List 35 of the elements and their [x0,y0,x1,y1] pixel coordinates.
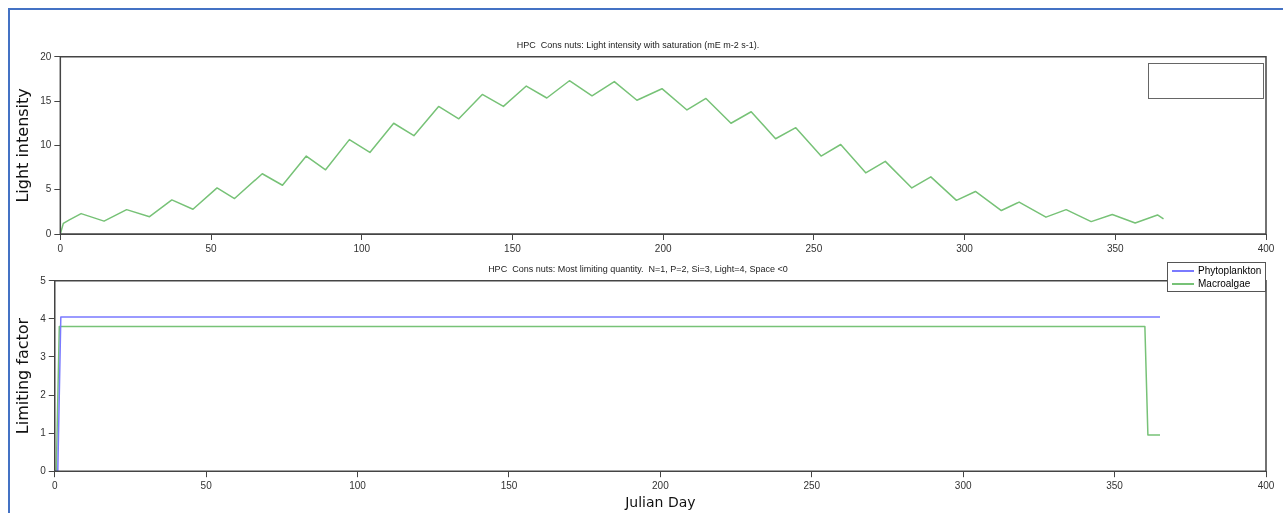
x-tick-label: 150 [504,242,522,254]
chart-title: HPC Cons nuts: Most limiting quantity. N=1, P=2, Si=3, Light=4, Space <0 [488,263,788,274]
y-axis-title: Limiting factor [12,317,32,435]
legend-label: Macroalgae [1198,278,1251,289]
x-tick-label: 250 [805,242,823,254]
y-tick-label: 0 [40,464,47,476]
y-tick-label: 0 [45,227,52,239]
legend-label: Phytoplankton [1198,265,1262,276]
x-tick-label: 100 [353,242,371,254]
x-tick-label: 0 [57,242,64,254]
x-tick-label: 300 [956,242,974,254]
x-tick-label: 350 [1106,479,1124,491]
y-tick-label: 1 [40,426,47,438]
y-tick-label: 5 [45,183,52,195]
x-axis-title: Julian Day [624,494,696,511]
x-tick-label: 400 [1257,479,1275,491]
y-tick-label: 2 [40,388,47,400]
y-axis-title: Light intensity [12,88,32,203]
y-tick-label: 15 [40,94,52,106]
x-tick-label: 150 [500,479,518,491]
x-tick-label: 200 [652,479,670,491]
y-tick-label: 20 [40,50,52,62]
x-tick-label: 50 [200,479,213,491]
x-tick-label: 100 [349,479,367,491]
x-tick-label: 300 [954,479,972,491]
y-tick-label: 4 [40,312,47,324]
y-tick-label: 10 [40,139,52,151]
x-tick-label: 50 [205,242,218,254]
y-tick-label: 3 [40,350,47,362]
x-tick-label: 250 [803,479,821,491]
x-tick-label: 200 [654,242,672,254]
x-tick-label: 350 [1106,242,1125,254]
y-tick-label: 5 [40,274,47,286]
x-tick-label: 400 [1257,242,1275,254]
chart-title: HPC Cons nuts: Light intensity with saturation (mE m-2 s-1). [516,39,760,50]
